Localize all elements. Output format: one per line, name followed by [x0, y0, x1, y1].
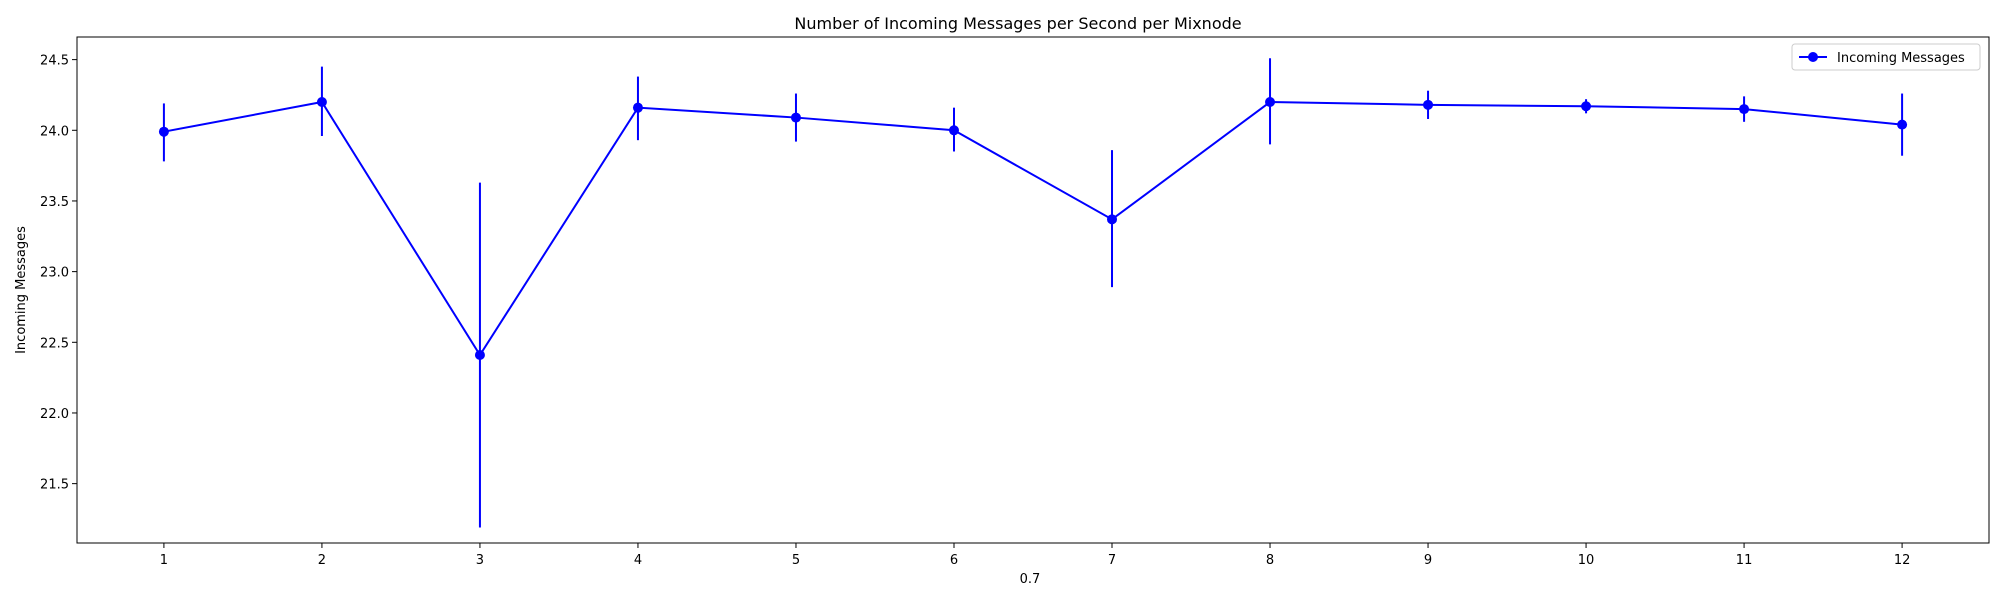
x-tick-label: 4	[634, 553, 642, 568]
x-tick-label: 3	[476, 553, 484, 568]
y-tick-label: 22.0	[40, 407, 69, 422]
legend-box	[1791, 43, 1981, 71]
legend-marker	[1808, 52, 1818, 62]
legend-label-incoming-messages: Incoming Messages	[1837, 51, 1965, 66]
x-tick-label: 2	[318, 553, 326, 568]
data-point	[158, 126, 169, 137]
x-tick-label: 10	[1578, 553, 1595, 568]
chart-title: Number of Incoming Messages per Second p…	[794, 14, 1241, 33]
data-point	[1107, 214, 1118, 225]
x-tick-label: 11	[1736, 553, 1753, 568]
x-tick-label: 5	[792, 553, 800, 568]
data-point	[1265, 97, 1276, 108]
x-tick-label: 12	[1894, 553, 1911, 568]
data-point	[1897, 119, 1908, 130]
x-tick-label: 6	[950, 553, 958, 568]
x-tick-label: 8	[1266, 553, 1274, 568]
series-line-incoming-messages	[163, 100, 1903, 357]
y-tick-label: 23.0	[40, 266, 69, 281]
data-point	[1581, 101, 1592, 112]
data-points	[158, 97, 1908, 361]
y-tick-label: 21.5	[40, 478, 69, 493]
data-point	[1423, 99, 1434, 110]
x-axis-label: 0.7	[1020, 572, 1041, 587]
data-point	[948, 125, 959, 136]
data-point	[790, 112, 801, 123]
plot-area-frame	[76, 36, 1990, 544]
y-tick-label: 24.5	[40, 54, 69, 69]
y-tick-label: 23.5	[40, 195, 69, 210]
x-axis: 1 2 3 4 5 6 7 8 9 10 11 12	[160, 543, 1911, 568]
data-point	[316, 97, 327, 108]
legend: Incoming Messages	[1791, 43, 1981, 71]
data-point	[1739, 104, 1750, 115]
y-axis: 21.5 22.0 22.5 23.0 23.5 24.0 24.5	[40, 54, 77, 493]
y-tick-label: 22.5	[40, 336, 69, 351]
error-bars	[162, 58, 1904, 528]
data-point	[632, 102, 643, 113]
data-point	[474, 350, 485, 361]
x-tick-label: 1	[160, 553, 168, 568]
y-tick-label: 24.0	[40, 124, 69, 139]
y-axis-label: Incoming Messages	[14, 226, 29, 354]
x-tick-label: 7	[1108, 553, 1116, 568]
x-tick-label: 9	[1424, 553, 1432, 568]
